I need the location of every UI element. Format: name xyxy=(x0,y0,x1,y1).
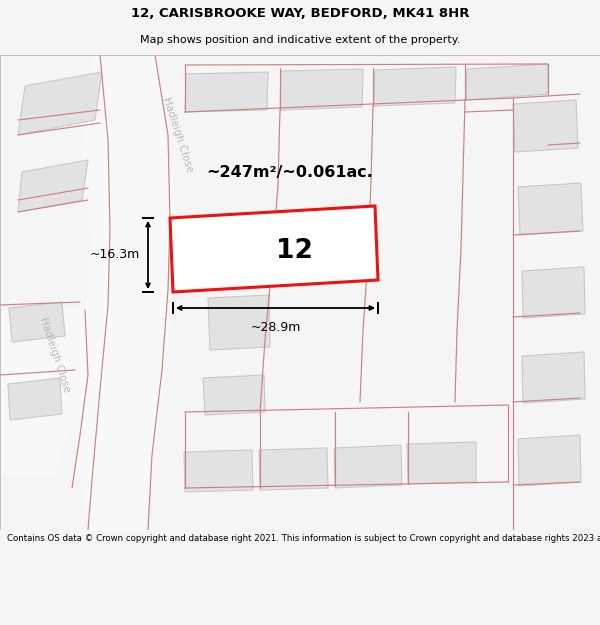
Polygon shape xyxy=(203,375,265,415)
Text: ~16.3m: ~16.3m xyxy=(90,249,140,261)
Polygon shape xyxy=(466,64,548,100)
Text: ~247m²/~0.061ac.: ~247m²/~0.061ac. xyxy=(206,164,373,179)
Text: 12, CARISBROOKE WAY, BEDFORD, MK41 8HR: 12, CARISBROOKE WAY, BEDFORD, MK41 8HR xyxy=(131,8,469,20)
Polygon shape xyxy=(0,310,85,475)
Polygon shape xyxy=(522,352,585,403)
Polygon shape xyxy=(70,55,175,530)
Text: Contains OS data © Crown copyright and database right 2021. This information is : Contains OS data © Crown copyright and d… xyxy=(7,534,600,543)
Polygon shape xyxy=(280,69,363,110)
Polygon shape xyxy=(334,445,402,488)
Text: Hadleigh Close: Hadleigh Close xyxy=(161,96,195,174)
Polygon shape xyxy=(259,448,328,490)
Polygon shape xyxy=(522,267,585,318)
Polygon shape xyxy=(518,183,583,235)
Polygon shape xyxy=(208,295,270,350)
Text: 12: 12 xyxy=(275,238,313,264)
Polygon shape xyxy=(8,378,62,420)
Polygon shape xyxy=(184,450,253,492)
Polygon shape xyxy=(9,302,65,342)
Polygon shape xyxy=(374,67,456,106)
Text: Hadleigh Close: Hadleigh Close xyxy=(38,316,72,394)
Polygon shape xyxy=(18,72,102,135)
Text: Map shows position and indicative extent of the property.: Map shows position and indicative extent… xyxy=(140,34,460,44)
Polygon shape xyxy=(407,442,476,484)
Polygon shape xyxy=(518,435,581,486)
Polygon shape xyxy=(513,100,578,152)
Polygon shape xyxy=(18,160,88,212)
Polygon shape xyxy=(170,206,378,292)
Text: ~28.9m: ~28.9m xyxy=(250,321,301,334)
Polygon shape xyxy=(185,72,268,112)
